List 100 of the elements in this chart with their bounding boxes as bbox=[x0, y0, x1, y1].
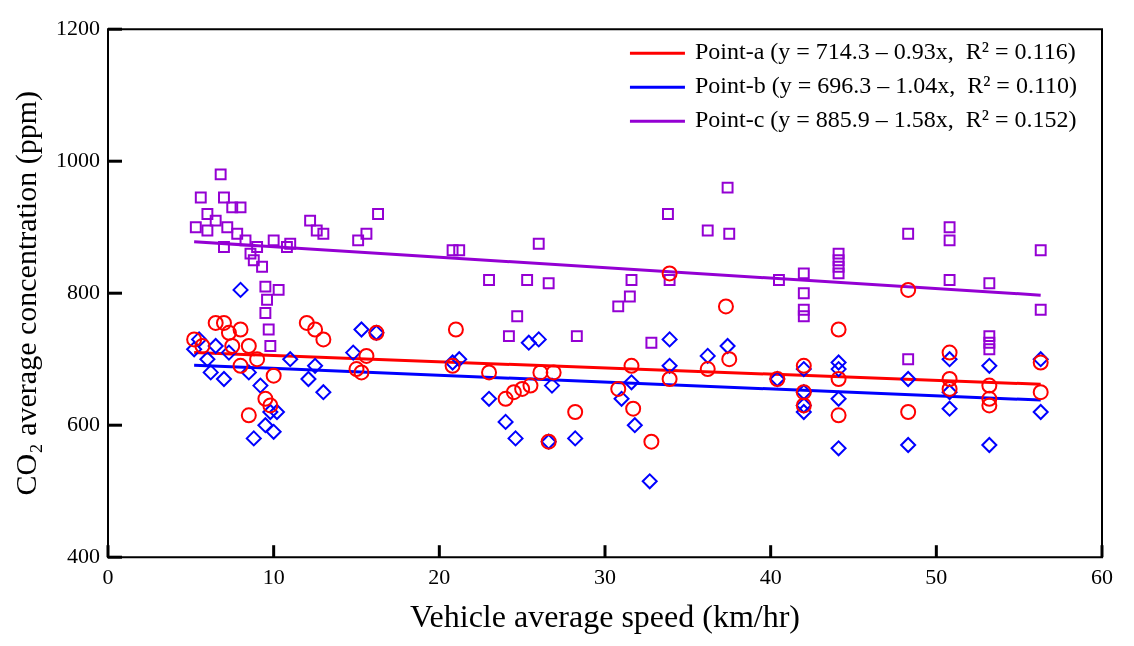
point bbox=[199, 351, 216, 368]
point bbox=[220, 324, 237, 341]
legend-label: Point-a (y = 714.3 – 0.93x, R² = 0.116) bbox=[694, 38, 1076, 65]
point bbox=[661, 331, 678, 348]
point bbox=[358, 347, 375, 364]
point bbox=[353, 321, 370, 338]
point bbox=[215, 314, 232, 331]
point bbox=[265, 367, 282, 384]
point bbox=[830, 440, 847, 457]
point bbox=[447, 321, 464, 338]
point bbox=[298, 314, 315, 331]
point bbox=[207, 338, 224, 354]
point bbox=[661, 357, 678, 374]
point bbox=[795, 404, 812, 420]
point bbox=[719, 338, 736, 354]
point bbox=[623, 357, 640, 374]
point bbox=[981, 437, 998, 453]
x-tick-label: 20 bbox=[428, 564, 451, 590]
point bbox=[215, 371, 232, 387]
point bbox=[941, 344, 958, 361]
point bbox=[900, 404, 917, 420]
point bbox=[941, 384, 958, 401]
point bbox=[567, 430, 584, 447]
x-tick-label: 60 bbox=[1091, 564, 1113, 590]
point bbox=[191, 331, 208, 348]
point bbox=[830, 371, 847, 387]
point bbox=[353, 364, 370, 381]
point bbox=[315, 384, 332, 401]
y-tick-label: 1000 bbox=[56, 146, 100, 172]
legend-label: Point-b (y = 696.3 – 1.04x, R² = 0.110) bbox=[694, 72, 1077, 99]
point bbox=[900, 437, 917, 453]
point bbox=[981, 397, 998, 414]
point bbox=[497, 390, 514, 407]
point bbox=[252, 377, 269, 394]
point bbox=[661, 371, 678, 387]
point bbox=[240, 364, 257, 381]
point bbox=[981, 390, 998, 407]
y-tick-label: 1200 bbox=[56, 14, 100, 40]
point bbox=[282, 351, 299, 368]
point bbox=[265, 423, 282, 440]
point bbox=[186, 341, 203, 358]
point bbox=[610, 380, 627, 397]
point bbox=[661, 265, 678, 282]
point bbox=[830, 321, 847, 338]
point bbox=[507, 430, 524, 447]
point bbox=[348, 361, 365, 378]
point bbox=[625, 400, 642, 417]
point bbox=[245, 430, 262, 447]
point bbox=[941, 371, 958, 387]
point bbox=[232, 321, 249, 338]
point bbox=[202, 364, 219, 381]
point bbox=[530, 331, 547, 348]
point bbox=[567, 404, 584, 420]
point bbox=[249, 351, 266, 368]
point bbox=[481, 364, 498, 381]
x-tick-label: 0 bbox=[102, 564, 114, 590]
point bbox=[795, 361, 812, 378]
point bbox=[830, 407, 847, 424]
point bbox=[315, 331, 332, 348]
point bbox=[900, 281, 917, 298]
point bbox=[1032, 384, 1049, 401]
point bbox=[232, 357, 249, 374]
point bbox=[981, 357, 998, 374]
point bbox=[641, 473, 658, 490]
point bbox=[224, 338, 241, 354]
y-tick-label: 800 bbox=[67, 278, 100, 304]
x-tick-label: 50 bbox=[925, 564, 948, 590]
point bbox=[481, 390, 498, 407]
point bbox=[194, 338, 211, 354]
point bbox=[522, 377, 539, 394]
point bbox=[830, 390, 847, 407]
point bbox=[240, 338, 257, 354]
point bbox=[307, 357, 324, 374]
point bbox=[220, 344, 237, 361]
y-tick-label: 400 bbox=[67, 542, 100, 568]
point bbox=[543, 377, 560, 394]
point bbox=[300, 371, 317, 387]
point bbox=[613, 390, 630, 407]
point bbox=[532, 364, 549, 381]
point bbox=[186, 331, 203, 348]
point bbox=[941, 400, 958, 417]
point bbox=[830, 361, 847, 378]
point bbox=[497, 413, 514, 430]
x-tick-label: 10 bbox=[262, 564, 285, 590]
point bbox=[721, 351, 738, 368]
point bbox=[345, 344, 362, 361]
point bbox=[545, 364, 562, 381]
point bbox=[1032, 404, 1049, 420]
point bbox=[981, 377, 998, 394]
x-tick-label: 30 bbox=[594, 564, 616, 590]
point bbox=[699, 361, 716, 378]
point bbox=[268, 404, 285, 420]
point bbox=[830, 354, 847, 371]
x-axis-title: Vehicle average speed (km/hr) bbox=[409, 598, 801, 635]
point bbox=[257, 417, 274, 434]
point bbox=[307, 321, 324, 338]
legend-label: Point-c (y = 885.9 – 1.58x, R² = 0.152) bbox=[694, 106, 1077, 133]
point bbox=[240, 407, 257, 424]
point bbox=[941, 380, 958, 397]
point bbox=[207, 314, 224, 331]
